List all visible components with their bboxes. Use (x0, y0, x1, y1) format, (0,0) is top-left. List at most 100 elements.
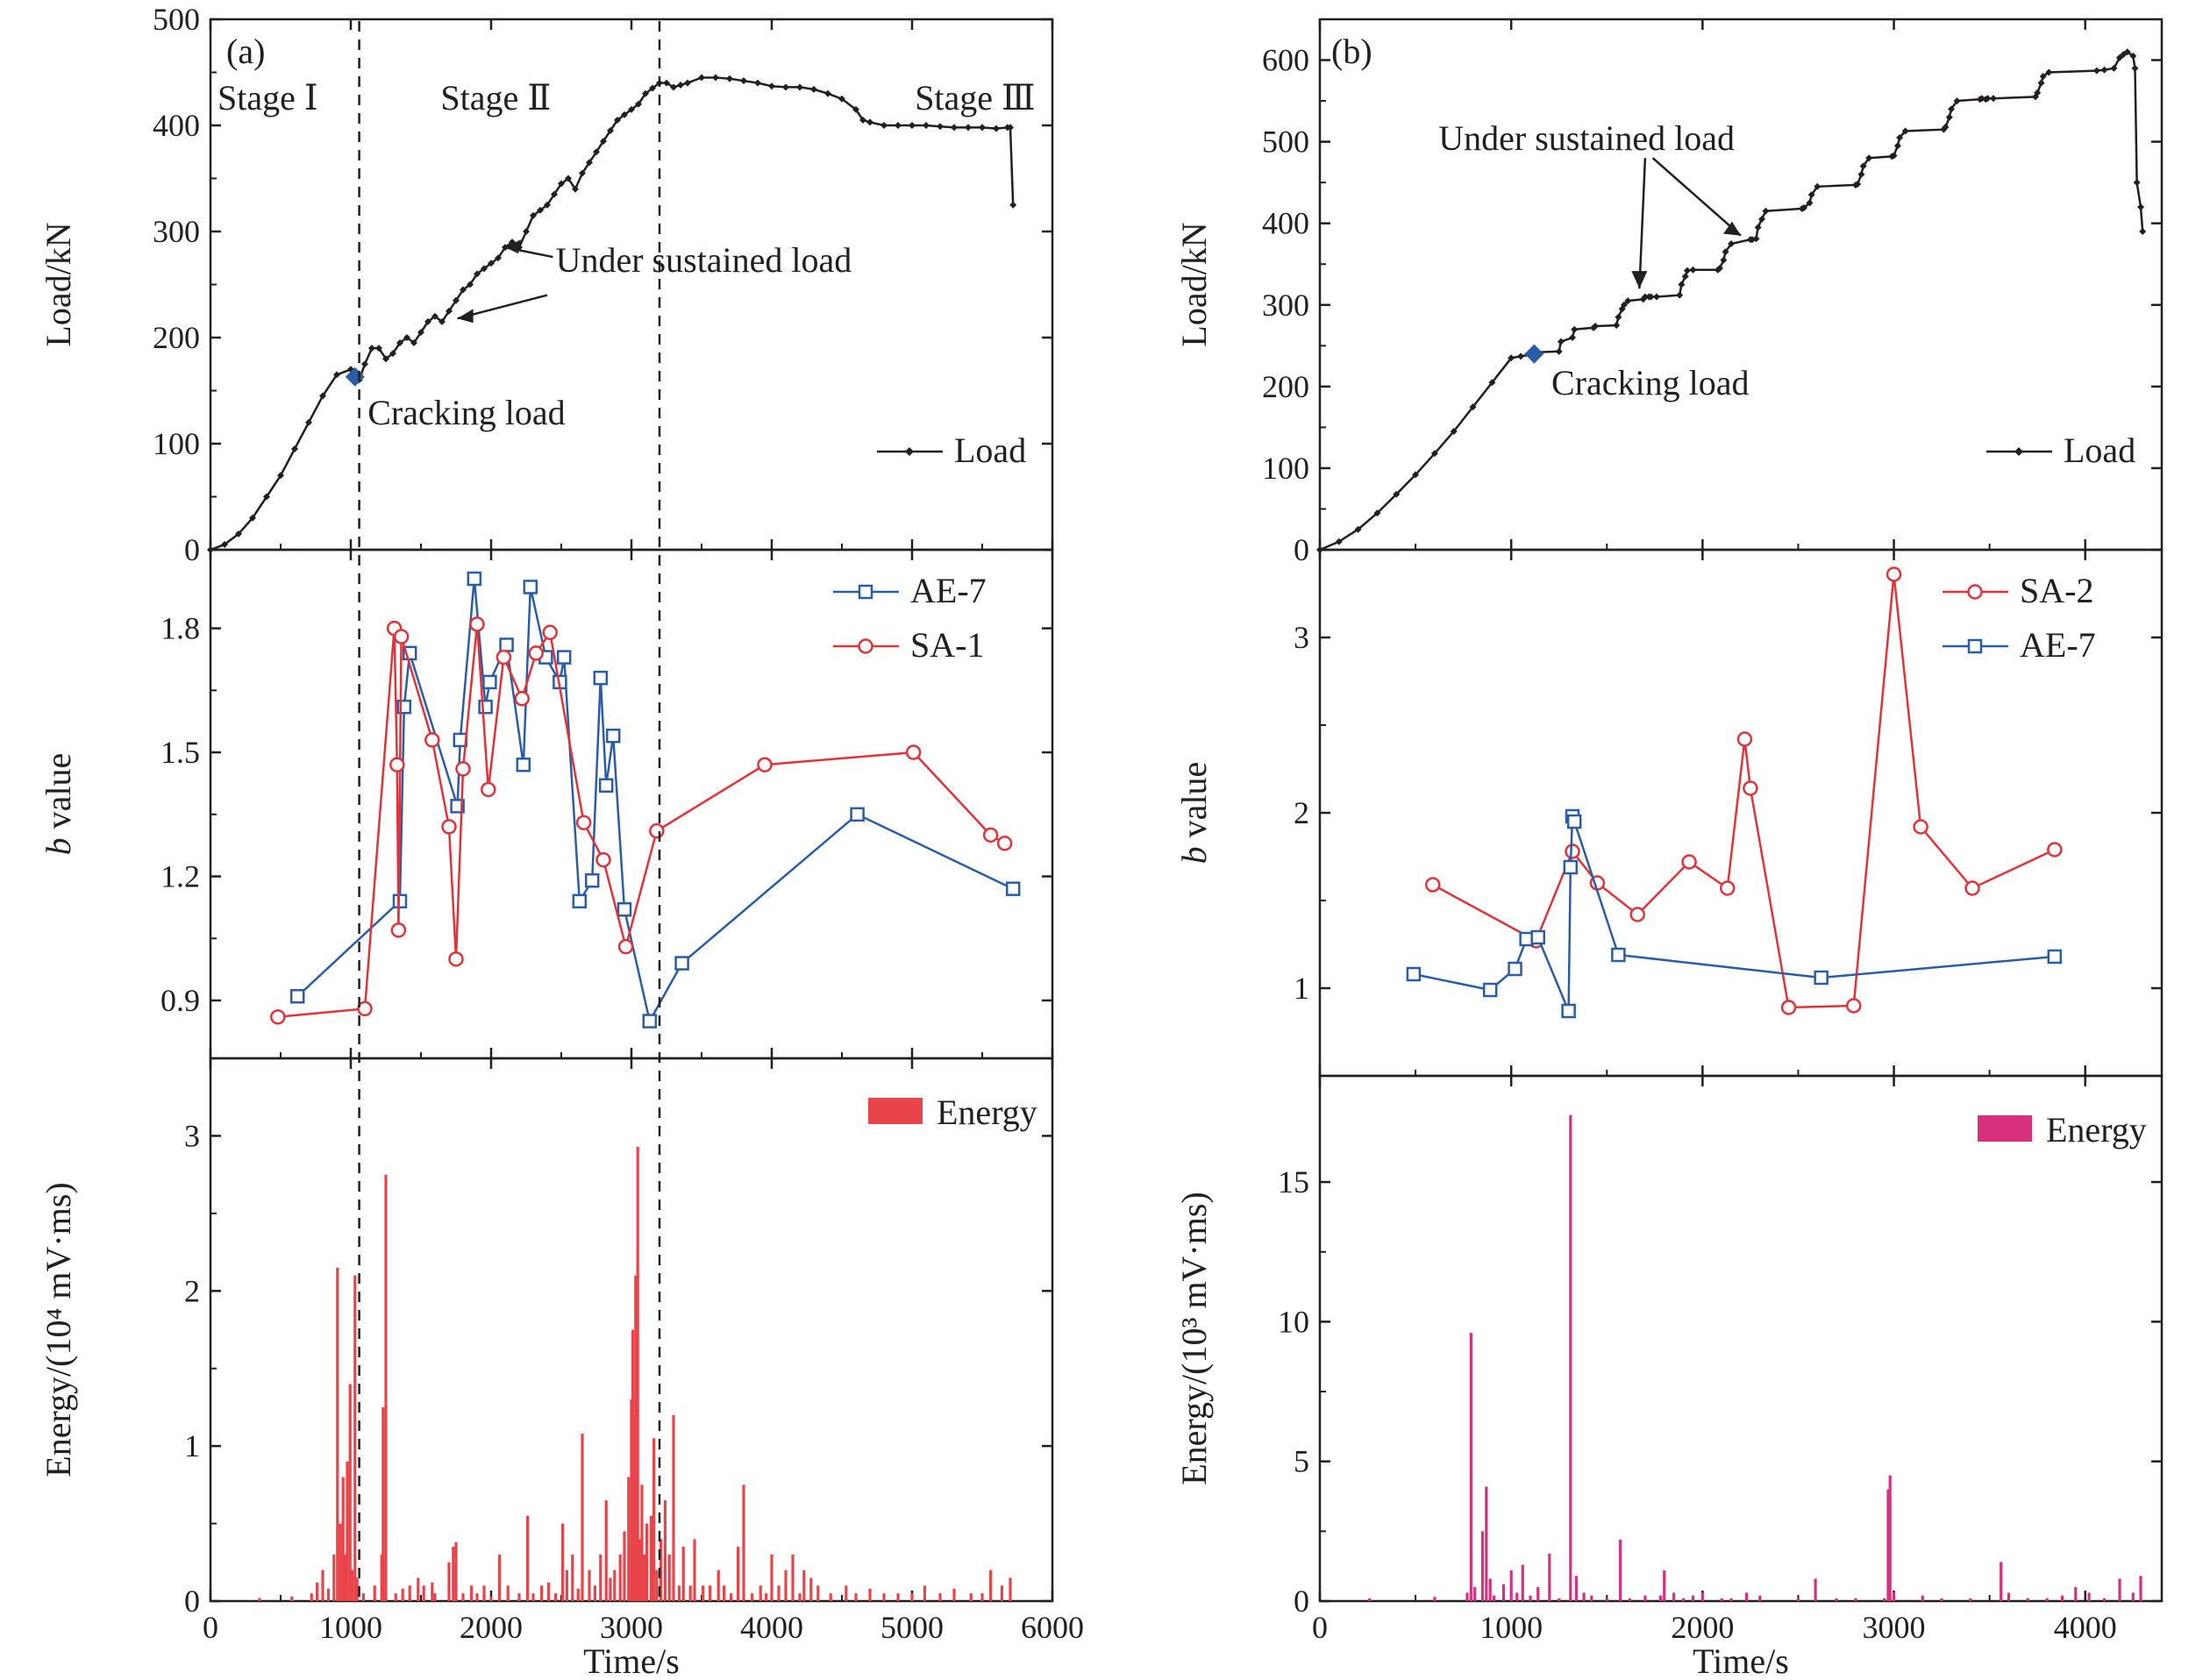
series-point-sa-1 (757, 757, 773, 772)
energy-bar (802, 1570, 806, 1601)
energy-bar (667, 1554, 671, 1601)
load-point (410, 339, 417, 347)
energy-bar (506, 1585, 510, 1601)
stage-1-label: Stage Ⅰ (217, 78, 318, 117)
load-point (1720, 256, 1728, 264)
energy-bar (1854, 1598, 1857, 1601)
load-point (937, 123, 944, 131)
energy-bar (326, 1588, 330, 1601)
y-tick-label: 3 (184, 1118, 200, 1153)
energy-bar (969, 1593, 973, 1601)
energy-bar (2007, 1592, 2011, 1601)
energy-bar (381, 1406, 385, 1601)
energy-bar (475, 1593, 479, 1601)
load-point (1569, 334, 1576, 341)
cracking-load-marker (1524, 344, 1544, 364)
energy-bar (751, 1593, 754, 1601)
series-point-ae-7 (674, 956, 689, 971)
energy-bar (361, 1593, 365, 1601)
load-point (635, 100, 642, 108)
energy-bar (401, 1588, 404, 1601)
load-point (838, 95, 845, 103)
load-point (1689, 266, 1697, 274)
load-point (670, 83, 677, 91)
load-point (2045, 68, 2053, 76)
y-tick-label: 1.5 (160, 735, 200, 770)
y-axis-title-italic: b (39, 837, 78, 855)
load-point (431, 312, 438, 320)
energy-bar (2118, 1578, 2121, 1601)
energy-bar (341, 1477, 345, 1601)
energy-bar (702, 1585, 705, 1601)
legend-label-load: Load (2064, 431, 2135, 470)
series-point-sa-1 (905, 744, 922, 760)
x-tick-label: 0 (1312, 1610, 1328, 1645)
series-point-ae-7 (556, 650, 572, 665)
b_value-subplot: 0.9 1.2 1.5 1.8 b value AE-7 SA-1 (39, 548, 1054, 1060)
energy-bar (604, 1500, 608, 1601)
load-point (895, 122, 902, 129)
load-point (1854, 181, 1862, 189)
energy-bar (1700, 1592, 1704, 1601)
load-point (1807, 191, 1815, 199)
energy-bar (1574, 1576, 1578, 1601)
y-tick-label: 1.2 (160, 859, 200, 894)
panel-label: (b) (1331, 32, 1372, 71)
series-point-ae-7 (642, 1014, 658, 1029)
load-point (1762, 207, 1770, 215)
load-point (375, 345, 382, 352)
sustained-load-label: Under sustained load (1438, 118, 1735, 158)
load-point (1488, 379, 1496, 387)
energy-bar (1658, 1595, 1662, 1601)
energy-bar (765, 1593, 768, 1601)
energy-bar (1720, 1598, 1723, 1601)
energy-bar (882, 1593, 886, 1601)
load-point (1948, 105, 1955, 113)
load-point (2092, 67, 2100, 75)
energy-bar (989, 1570, 993, 1601)
series-point-ae-7 (593, 670, 609, 686)
energy-bar (353, 1275, 357, 1601)
load-point (1624, 297, 1632, 305)
x-tick-label: 0 (203, 1610, 218, 1645)
energy-bar (632, 1414, 636, 1601)
y-tick-label: 0 (184, 532, 200, 567)
energy-bar (1835, 1598, 1838, 1601)
y-axis-title: Load/kN (39, 222, 78, 346)
load-point (1800, 204, 1807, 212)
load-point (1450, 428, 1458, 436)
load-point (438, 317, 446, 325)
energy-bar (447, 1562, 451, 1601)
series-point-sa-1 (996, 836, 1013, 851)
energy-bar (1000, 1585, 1003, 1601)
y-tick-label: 0 (184, 1584, 200, 1619)
energy-bar (1681, 1598, 1686, 1601)
load-point (389, 350, 396, 358)
energy-bar (777, 1585, 781, 1601)
series-point-sa-2 (1424, 877, 1441, 893)
series-point-ae-7 (1530, 929, 1545, 945)
energy-bar (2087, 1592, 2091, 1601)
energy-bar (599, 1554, 602, 1601)
y-tick-label: 400 (153, 108, 200, 143)
legend-marker-ae-7 (1967, 638, 1983, 654)
energy-bar (571, 1554, 574, 1601)
energy-bar (431, 1582, 434, 1601)
energy-bar (649, 1515, 652, 1601)
energy-bar (561, 1523, 565, 1601)
y-axis-title: Energy/(10⁴ mV·ms) (39, 1182, 78, 1477)
series-point-sa-1 (495, 649, 512, 666)
series-point-sa-2 (1913, 819, 1928, 835)
load-point (923, 122, 930, 129)
load-point (593, 148, 600, 156)
energy-bar (348, 1384, 352, 1601)
energy-bar (688, 1585, 692, 1601)
load-point (361, 360, 368, 368)
series-point-ae-7 (605, 728, 621, 744)
y-tick-label: 400 (1262, 206, 1309, 241)
energy-bar (1501, 1584, 1506, 1601)
load-point (965, 124, 972, 132)
load-point (221, 540, 228, 548)
energy-bar (290, 1596, 294, 1601)
